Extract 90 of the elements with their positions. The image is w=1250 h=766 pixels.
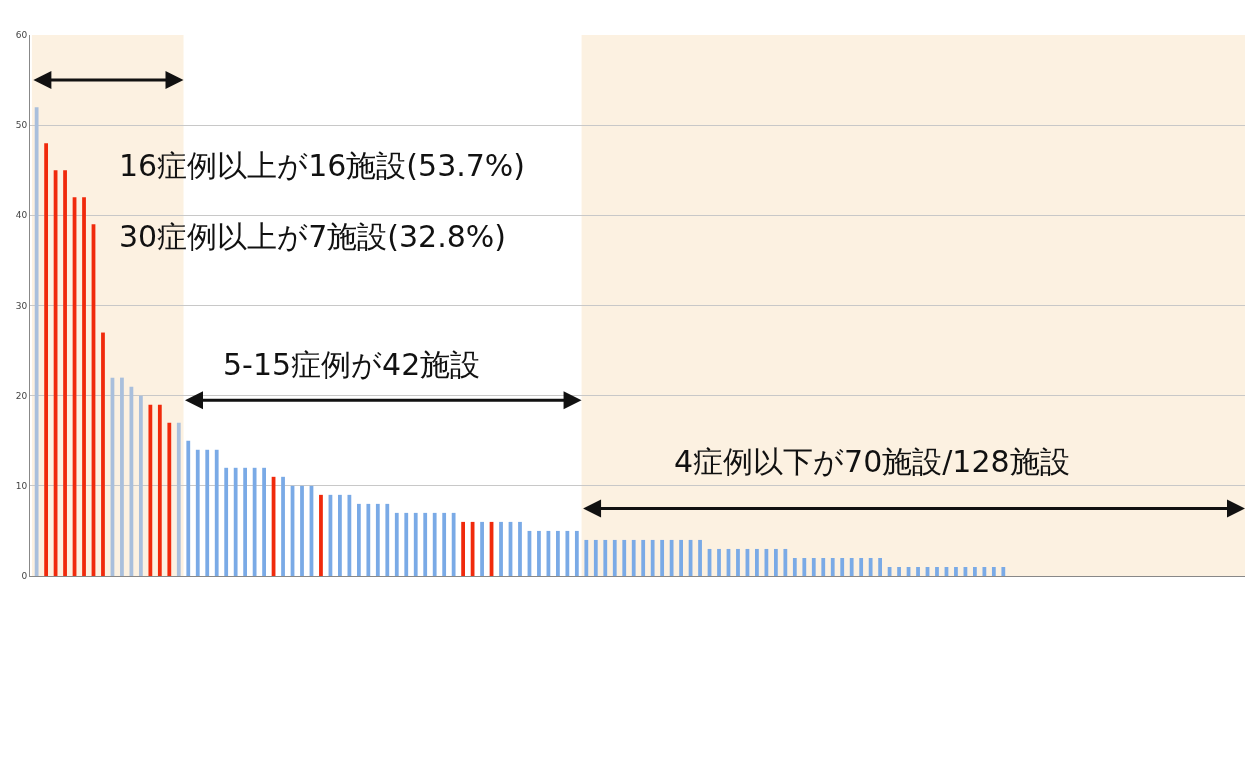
bar — [849, 557, 854, 576]
bar — [1001, 566, 1006, 576]
bar — [593, 539, 598, 576]
bar — [537, 530, 541, 576]
y-tick-label: 60 — [15, 30, 28, 41]
y-tick-label: 40 — [15, 210, 28, 221]
bar — [859, 557, 864, 576]
y-tick-label: 50 — [15, 120, 28, 131]
bar — [451, 512, 456, 576]
bar — [973, 566, 977, 576]
bar — [120, 377, 124, 576]
bar — [736, 548, 740, 576]
bar — [243, 467, 248, 576]
bar — [82, 197, 86, 576]
bar — [574, 530, 579, 576]
bar — [205, 449, 210, 576]
bar — [802, 557, 807, 576]
bar — [612, 539, 617, 576]
bar — [603, 539, 608, 576]
bar — [148, 404, 153, 576]
bar — [138, 395, 143, 576]
bar — [34, 107, 39, 576]
bar — [584, 539, 589, 576]
bar — [195, 449, 200, 576]
bar — [622, 539, 627, 576]
bar — [878, 557, 883, 576]
bar — [176, 422, 181, 576]
bar — [954, 566, 958, 576]
bar — [157, 404, 162, 576]
annotation: 30症例以上が7施設(32.8%) — [119, 219, 506, 254]
bar — [679, 539, 683, 576]
bar — [821, 557, 826, 576]
bar — [773, 548, 778, 576]
bar — [991, 566, 996, 576]
bar — [660, 539, 665, 576]
annotation: 4症例以下が70施設/128施設 — [674, 444, 1070, 479]
bar — [830, 557, 835, 576]
y-tick-label: 10 — [15, 480, 28, 491]
annotation: 16症例以上が16施設(53.7%) — [119, 148, 526, 183]
y-tick-label: 30 — [15, 300, 28, 311]
bar — [631, 539, 636, 576]
bar — [518, 521, 522, 576]
bar — [319, 494, 323, 576]
bar — [252, 467, 257, 576]
bar — [783, 548, 788, 576]
annotation: 5-15症例が42施設 — [223, 347, 481, 382]
bar — [262, 467, 266, 576]
bar — [394, 512, 399, 576]
bar — [214, 449, 219, 576]
bar — [669, 539, 674, 576]
bar — [224, 467, 229, 576]
bar — [916, 566, 920, 576]
bar — [432, 512, 437, 576]
bar — [755, 548, 759, 576]
bar — [480, 521, 484, 576]
bar — [423, 512, 428, 576]
bar — [840, 557, 845, 576]
bar — [281, 476, 285, 576]
y-tick-label: 20 — [15, 390, 28, 401]
bar — [641, 539, 646, 576]
bar — [167, 422, 172, 576]
bar — [63, 170, 67, 576]
bar — [442, 512, 447, 576]
bar — [982, 566, 987, 576]
bar — [356, 503, 361, 576]
bar — [650, 539, 655, 576]
bar — [233, 467, 238, 576]
bar — [811, 557, 816, 576]
bar — [717, 548, 721, 576]
y-tick-label: 0 — [21, 571, 28, 582]
bar — [555, 530, 560, 576]
bar — [698, 539, 702, 576]
bar — [868, 557, 873, 576]
bar — [897, 566, 901, 576]
bar — [300, 485, 304, 576]
bar — [347, 494, 352, 576]
bar — [366, 503, 371, 576]
bar — [413, 512, 418, 576]
bar — [375, 503, 380, 576]
bar — [461, 521, 466, 576]
bar — [186, 440, 191, 576]
bar — [404, 512, 409, 576]
bar — [499, 521, 503, 576]
bar — [792, 557, 797, 576]
bar — [935, 566, 939, 576]
bar — [44, 143, 49, 576]
bar — [101, 332, 105, 576]
bar — [385, 503, 390, 576]
bar — [338, 494, 342, 576]
bar — [565, 530, 570, 576]
